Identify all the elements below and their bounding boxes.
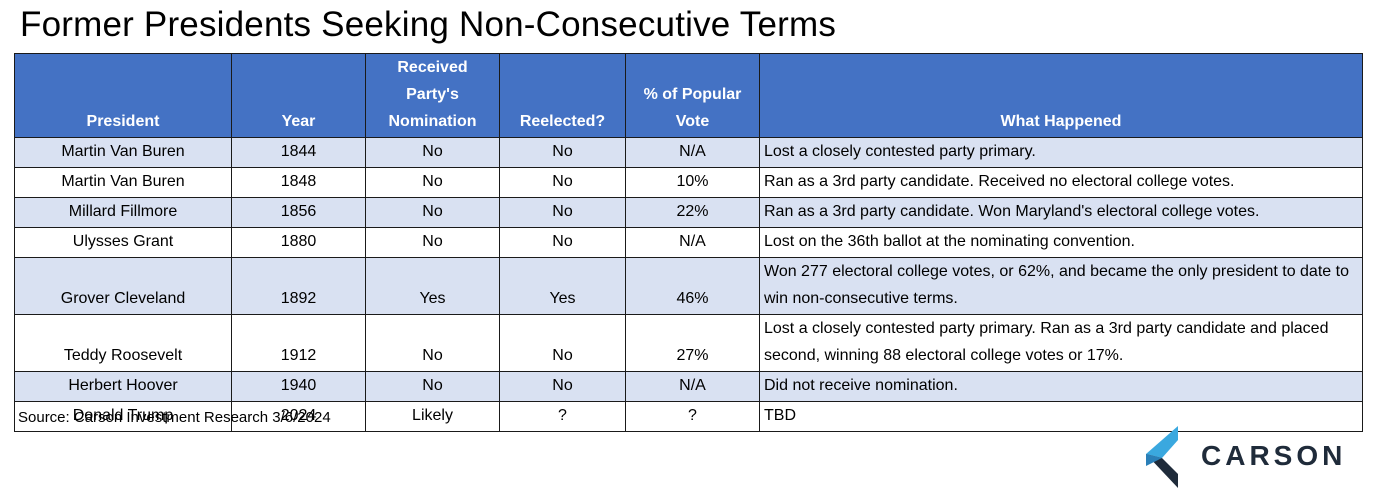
reelected-cell: No: [499, 371, 626, 402]
header-reelected: Reelected?: [499, 53, 626, 138]
what-happened-cell: Ran as a 3rd party candidate. Won Maryla…: [759, 197, 1363, 228]
table-row: Millard Fillmore 1856 No No 22% Ran as a 3rd …: [14, 197, 1363, 228]
reelected-cell: ?: [499, 401, 626, 432]
header-president: President: [14, 53, 232, 138]
table-row: Grover Cleveland 1892 Yes Yes 46% Won 277 ele…: [14, 257, 1363, 315]
popular-vote-cell: N/A: [625, 227, 760, 258]
source-note: Source: Carson Investment Research 3/6/2…: [18, 409, 331, 426]
reelected-cell: No: [499, 314, 626, 372]
carson-logo-icon: [1146, 426, 1178, 488]
what-happened-cell: Won 277 electoral college votes, or 62%,…: [759, 257, 1363, 315]
header-popular-vote: % of Popular Vote: [625, 53, 760, 138]
reelected-cell: No: [499, 137, 626, 168]
popular-vote-cell: N/A: [625, 137, 760, 168]
table-row: Martin Van Buren 1848 No No 10% Ran as a 3rd …: [14, 167, 1363, 198]
president-cell: Martin Van Buren: [14, 167, 232, 198]
table-row: Herbert Hoover 1940 No No N/A Did not receive…: [14, 371, 1363, 402]
nomination-cell: No: [365, 371, 500, 402]
table-body: Martin Van Buren 1844 No No N/A Lost a closel…: [14, 137, 1363, 432]
year-cell: 1848: [231, 167, 366, 198]
year-cell: 1892: [231, 257, 366, 315]
popular-vote-cell: N/A: [625, 371, 760, 402]
what-happened-cell: Ran as a 3rd party candidate. Received n…: [759, 167, 1363, 198]
chart-title: Former Presidents Seeking Non-Consecutiv…: [20, 5, 837, 44]
year-cell: 1912: [231, 314, 366, 372]
year-cell: 1856: [231, 197, 366, 228]
year-cell: 1940: [231, 371, 366, 402]
popular-vote-cell: 22%: [625, 197, 760, 228]
year-cell: 1844: [231, 137, 366, 168]
reelected-cell: Yes: [499, 257, 626, 315]
nomination-cell: No: [365, 314, 500, 372]
popular-vote-cell: ?: [625, 401, 760, 432]
nomination-cell: No: [365, 137, 500, 168]
nomination-cell: No: [365, 227, 500, 258]
header-year: Year: [231, 53, 366, 138]
nomination-cell: Yes: [365, 257, 500, 315]
table-row: Ulysses Grant 1880 No No N/A Lost on the 36th…: [14, 227, 1363, 258]
reelected-cell: No: [499, 227, 626, 258]
header-what-happened: What Happened: [759, 53, 1363, 138]
what-happened-cell: Lost a closely contested party primary. …: [759, 314, 1363, 372]
nomination-cell: No: [365, 167, 500, 198]
reelected-cell: No: [499, 197, 626, 228]
president-cell: Herbert Hoover: [14, 371, 232, 402]
president-cell: Ulysses Grant: [14, 227, 232, 258]
reelected-cell: No: [499, 167, 626, 198]
president-cell: Millard Fillmore: [14, 197, 232, 228]
presidents-table: President Year Received Party's Nominati…: [14, 53, 1363, 432]
popular-vote-cell: 10%: [625, 167, 760, 198]
carson-logo: CARSON: [1144, 426, 1359, 488]
year-cell: 1880: [231, 227, 366, 258]
nomination-cell: Likely: [365, 401, 500, 432]
nomination-cell: No: [365, 197, 500, 228]
table-row: Martin Van Buren 1844 No No N/A Lost a closel…: [14, 137, 1363, 168]
year-cell: 2024: [231, 401, 366, 432]
what-happened-cell: Did not receive nomination.: [759, 371, 1363, 402]
presidents-table-container: President Year Received Party's Nominati…: [14, 53, 1363, 432]
what-happened-cell: TBD: [759, 401, 1363, 432]
what-happened-cell: Lost on the 36th ballot at the nominatin…: [759, 227, 1363, 258]
table-row: Teddy Roosevelt 1912 No No 27% Lost a closely…: [14, 314, 1363, 372]
header-nomination: Received Party's Nomination: [365, 53, 500, 138]
popular-vote-cell: 27%: [625, 314, 760, 372]
table-row: Donald Trump 2024 Likely?? TBD: [14, 401, 1363, 432]
what-happened-cell: Lost a closely contested party primary.: [759, 137, 1363, 168]
carson-logo-text: CARSON: [1201, 440, 1347, 471]
president-cell: Martin Van Buren: [14, 137, 232, 168]
popular-vote-cell: 46%: [625, 257, 760, 315]
president-cell: Grover Cleveland: [14, 257, 232, 315]
president-cell: Donald Trump: [14, 401, 232, 432]
president-cell: Teddy Roosevelt: [14, 314, 232, 372]
header-row: President Year Received Party's Nominati…: [14, 53, 1363, 138]
